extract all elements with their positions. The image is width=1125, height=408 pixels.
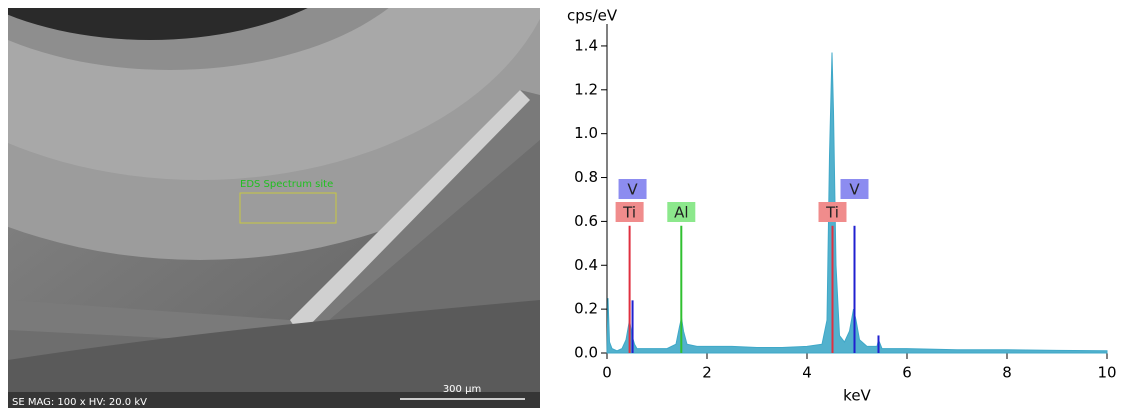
y-tick-label: 1.0	[574, 124, 598, 142]
element-label-bg	[667, 202, 696, 222]
element-label: Al	[674, 204, 688, 222]
y-tick-label: 0.4	[574, 256, 598, 274]
y-tick-label: 1.4	[574, 36, 598, 54]
x-tick-label: 0	[602, 364, 612, 382]
element-label: Ti	[622, 204, 636, 222]
element-label: V	[849, 181, 860, 199]
x-tick-label: 2	[702, 364, 712, 382]
scale-bar-label: 300 µm	[443, 384, 481, 395]
x-axis-label: keV	[843, 387, 871, 405]
y-tick-label: 0.0	[574, 344, 598, 362]
element-label-bg	[840, 179, 869, 199]
element-label-bg	[615, 202, 644, 222]
element-label: V	[627, 181, 638, 199]
y-tick-label: 0.6	[574, 212, 598, 230]
y-axis-label: cps/eV	[567, 7, 618, 25]
element-label-bg	[618, 179, 647, 199]
x-tick-label: 8	[1002, 364, 1012, 382]
sem-image: EDS Spectrum site SE MAG: 100 x HV: 20.0…	[8, 8, 540, 408]
roi-label: EDS Spectrum site	[240, 179, 333, 190]
element-label: Ti	[825, 204, 839, 222]
x-tick-label: 10	[1097, 364, 1116, 382]
spectrum-chart: cps/eV keV 0.0 0.2 0.4 0.6 0.8 1.0 1.2 1.4 0 2 4 6 8 10…	[567, 7, 1117, 405]
y-tick-label: 0.2	[574, 300, 598, 318]
x-tick-label: 4	[802, 364, 812, 382]
x-tick-label: 6	[902, 364, 912, 382]
y-tick-label: 0.8	[574, 168, 598, 186]
element-label-bg	[818, 202, 847, 222]
image-info: SE MAG: 100 x HV: 20.0 kV	[12, 397, 147, 408]
y-tick-label: 1.2	[574, 80, 598, 98]
